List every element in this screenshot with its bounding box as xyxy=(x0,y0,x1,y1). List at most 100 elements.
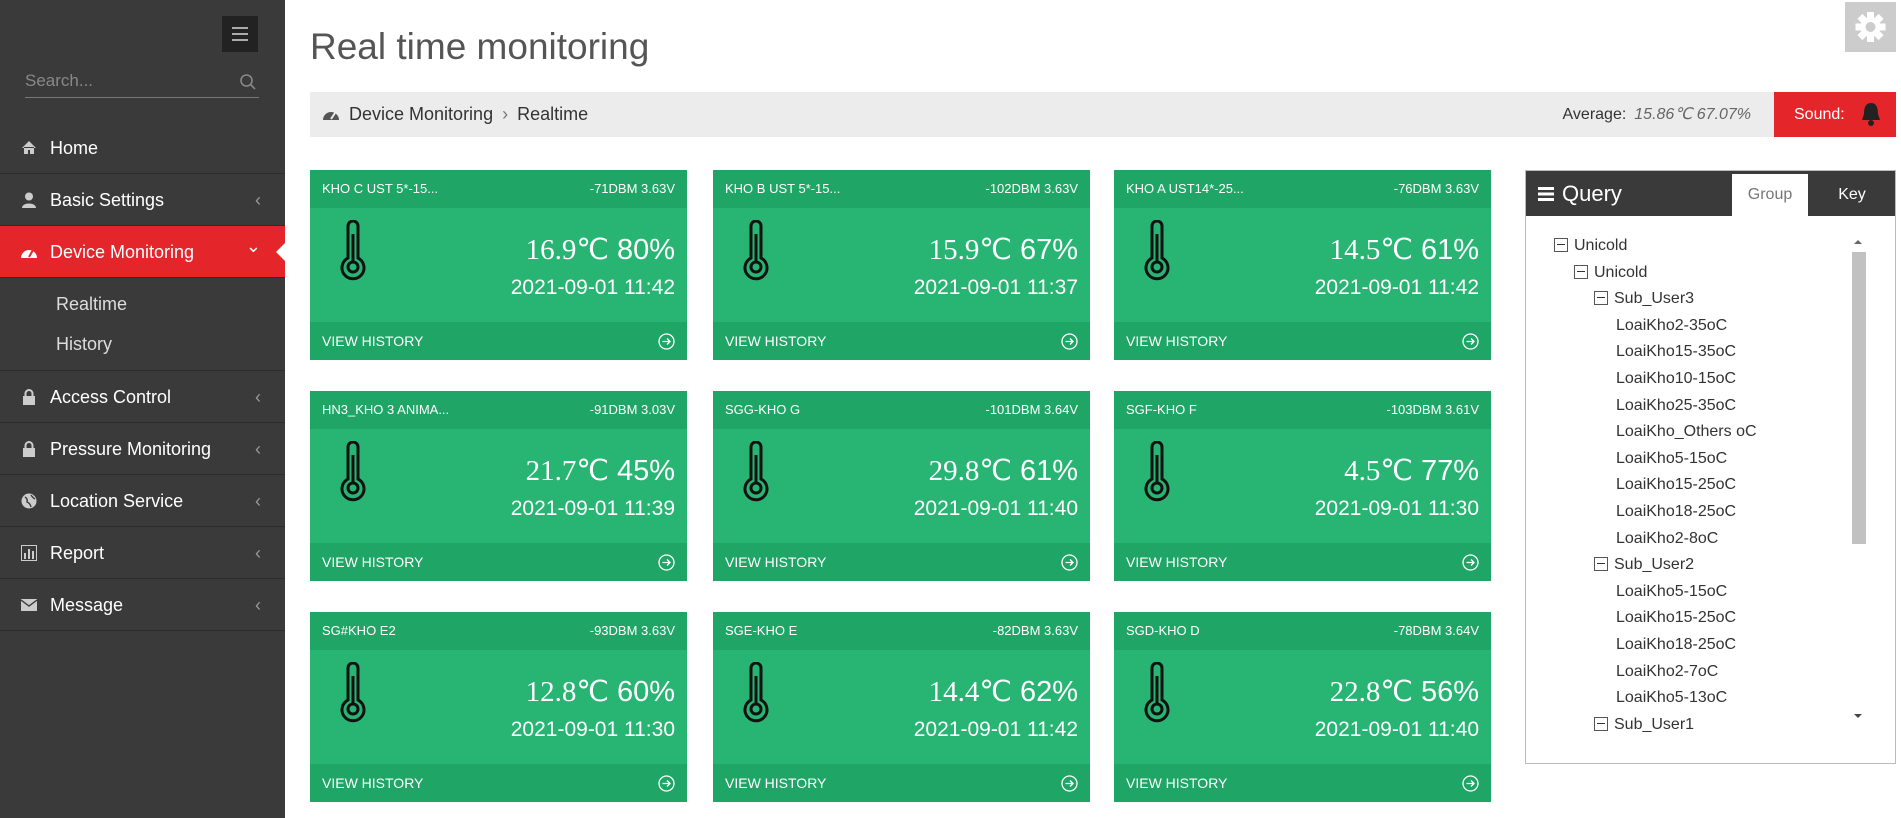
menu-icon xyxy=(23,441,35,457)
temperature: 4.5℃ xyxy=(1344,455,1413,487)
arrow-icon xyxy=(1462,775,1479,792)
menu-item[interactable]: Message ‹ xyxy=(0,579,285,631)
menu-toggle[interactable] xyxy=(222,16,258,52)
menu-icon xyxy=(21,249,37,258)
reading: 14.5℃ 61% xyxy=(1330,232,1479,267)
tree-toggle[interactable] xyxy=(1594,557,1608,572)
tree-label: LoaiKho5-15oC xyxy=(1616,582,1728,600)
view-history-label: VIEW HISTORY xyxy=(1126,333,1228,349)
view-history[interactable]: VIEW HISTORY xyxy=(713,543,1090,581)
timestamp: 2021-09-01 11:42 xyxy=(913,718,1078,741)
thermometer-icon xyxy=(1144,441,1170,502)
average-value: 15.86℃ 67.07% xyxy=(1634,106,1751,123)
tree-toggle[interactable] xyxy=(1594,291,1608,306)
tree-leaf[interactable]: LoaiKho15-25oC xyxy=(1554,472,1844,499)
device-name: KHO C UST 5*-15... xyxy=(322,181,439,196)
view-history[interactable]: VIEW HISTORY xyxy=(1114,764,1491,802)
tree-label: Sub_User1 xyxy=(1614,715,1695,733)
menu-arrow: ‹ xyxy=(255,439,261,459)
tree-leaf[interactable]: LoaiKho15-25oC xyxy=(1554,605,1844,632)
menu-item[interactable]: Pressure Monitoring ‹ xyxy=(0,423,285,475)
arrow-icon xyxy=(658,333,675,350)
tree-leaf[interactable]: LoaiKho18-25oC xyxy=(1554,499,1844,526)
tree-leaf[interactable]: LoaiKho5-13oC xyxy=(1554,685,1844,712)
tree-leaf[interactable]: LoaiKho2-8oC xyxy=(1554,526,1844,553)
view-history[interactable]: VIEW HISTORY xyxy=(1114,543,1491,581)
temperature: 14.5℃ xyxy=(1329,234,1413,266)
menu-arrow: ‹ xyxy=(255,543,261,563)
tree-group[interactable]: Sub_User1 xyxy=(1554,712,1844,739)
device-name: SGE-KHO E xyxy=(725,623,798,638)
query-header: Query Group Key xyxy=(1526,171,1895,216)
view-history[interactable]: VIEW HISTORY xyxy=(310,764,687,802)
tree-leaf[interactable]: LoaiKho10-15oC xyxy=(1554,366,1844,393)
sidebar: Search... Home Basic Settings ‹ Device Moni… xyxy=(0,0,286,818)
card-header: SG#KHO E2 -93DBM 3.63V xyxy=(310,612,687,650)
tree-leaf[interactable]: LoaiKho5-15oC xyxy=(1554,446,1844,473)
tree-label: LoaiKho18-25oC xyxy=(1616,635,1737,653)
tree-leaf[interactable]: LoaiKho25-35oC xyxy=(1554,393,1844,420)
view-history[interactable]: VIEW HISTORY xyxy=(310,322,687,360)
tree-group[interactable]: Unicold xyxy=(1554,260,1844,287)
reading: 29.8℃ 61% xyxy=(929,453,1078,488)
timestamp: 2021-09-01 11:30 xyxy=(1314,497,1479,520)
temperature: 21.7℃ xyxy=(525,455,609,487)
arrow-icon xyxy=(658,554,675,571)
settings-button[interactable] xyxy=(1845,2,1896,52)
menu-label: Report xyxy=(50,543,105,563)
menu-arrow: ‹ xyxy=(255,190,261,210)
view-history-label: VIEW HISTORY xyxy=(1126,554,1228,570)
thermometer-icon xyxy=(340,220,366,281)
view-history-label: VIEW HISTORY xyxy=(725,554,827,570)
submenu-item[interactable]: History xyxy=(56,334,113,354)
device-signal: -82DBM 3.63V xyxy=(992,623,1078,638)
sound-button[interactable]: Sound: xyxy=(1774,92,1896,137)
tree-label: Sub_User3 xyxy=(1614,290,1695,308)
tree-label: LoaiKho18-25oC xyxy=(1616,502,1737,520)
tree-leaf[interactable]: LoaiKho2-35oC xyxy=(1554,313,1844,340)
tree-toggle[interactable] xyxy=(1574,264,1588,279)
tree-label: LoaiKho5-15oC xyxy=(1616,449,1728,467)
humidity: 62% xyxy=(1019,676,1078,708)
humidity: 45% xyxy=(616,455,675,487)
timestamp: 2021-09-01 11:37 xyxy=(913,276,1078,299)
tree-leaf[interactable]: LoaiKho5-15oC xyxy=(1554,579,1844,606)
device-card: KHO B UST 5*-15... -102DBM 3.63V 15.9℃ 67%… xyxy=(713,170,1090,360)
menu-item[interactable]: Location Service ‹ xyxy=(0,475,285,527)
menu-item[interactable]: Report ‹ xyxy=(0,527,285,579)
tab-key[interactable]: Key xyxy=(1838,186,1866,203)
submenu-item[interactable]: Realtime xyxy=(56,294,128,314)
tree-group[interactable]: Sub_User2 xyxy=(1554,552,1844,579)
tree-leaf[interactable]: LoaiKho15-35oC xyxy=(1554,339,1844,366)
tree-group[interactable]: Sub_User3 xyxy=(1554,286,1844,313)
view-history[interactable]: VIEW HISTORY xyxy=(713,322,1090,360)
view-history[interactable]: VIEW HISTORY xyxy=(310,543,687,581)
tree-toggle[interactable] xyxy=(1594,716,1608,731)
tree-leaf[interactable]: LoaiKho2-7oC xyxy=(1554,659,1844,686)
tree-leaf[interactable]: LoaiKho_Others oC xyxy=(1554,419,1844,446)
view-history[interactable]: VIEW HISTORY xyxy=(713,764,1090,802)
tree-group[interactable]: Unicold xyxy=(1554,233,1844,260)
crumb[interactable]: Device Monitoring xyxy=(349,104,494,124)
search-input[interactable]: Search... xyxy=(25,68,259,98)
menu-item[interactable]: Basic Settings ‹ xyxy=(0,174,285,226)
device-name: KHO B UST 5*-15... xyxy=(725,181,841,196)
tree-leaf[interactable]: LoaiKho18-25oC xyxy=(1554,632,1844,659)
menu-item[interactable]: Access Control ‹ xyxy=(0,371,285,423)
view-history[interactable]: VIEW HISTORY xyxy=(1114,322,1491,360)
thermometer-icon xyxy=(743,662,769,723)
humidity: 77% xyxy=(1420,455,1479,487)
menu-arrow: ⌄ xyxy=(245,236,261,256)
tree-toggle[interactable] xyxy=(1554,238,1568,252)
card-header: KHO A UST14*-25... -76DBM 3.63V xyxy=(1114,170,1491,208)
device-signal: -93DBM 3.63V xyxy=(589,623,675,638)
tab-group[interactable]: Group xyxy=(1732,174,1808,216)
view-history-label: VIEW HISTORY xyxy=(322,775,424,791)
menu-item[interactable]: Home xyxy=(0,122,285,174)
reading: 12.8℃ 60% xyxy=(526,674,675,709)
thermometer-icon xyxy=(340,441,366,502)
menu-item[interactable]: Device Monitoring ⌄ xyxy=(0,226,286,278)
tree-label: LoaiKho_Others oC xyxy=(1616,423,1757,441)
arrow-icon xyxy=(1061,333,1078,350)
view-history-label: VIEW HISTORY xyxy=(322,554,424,570)
